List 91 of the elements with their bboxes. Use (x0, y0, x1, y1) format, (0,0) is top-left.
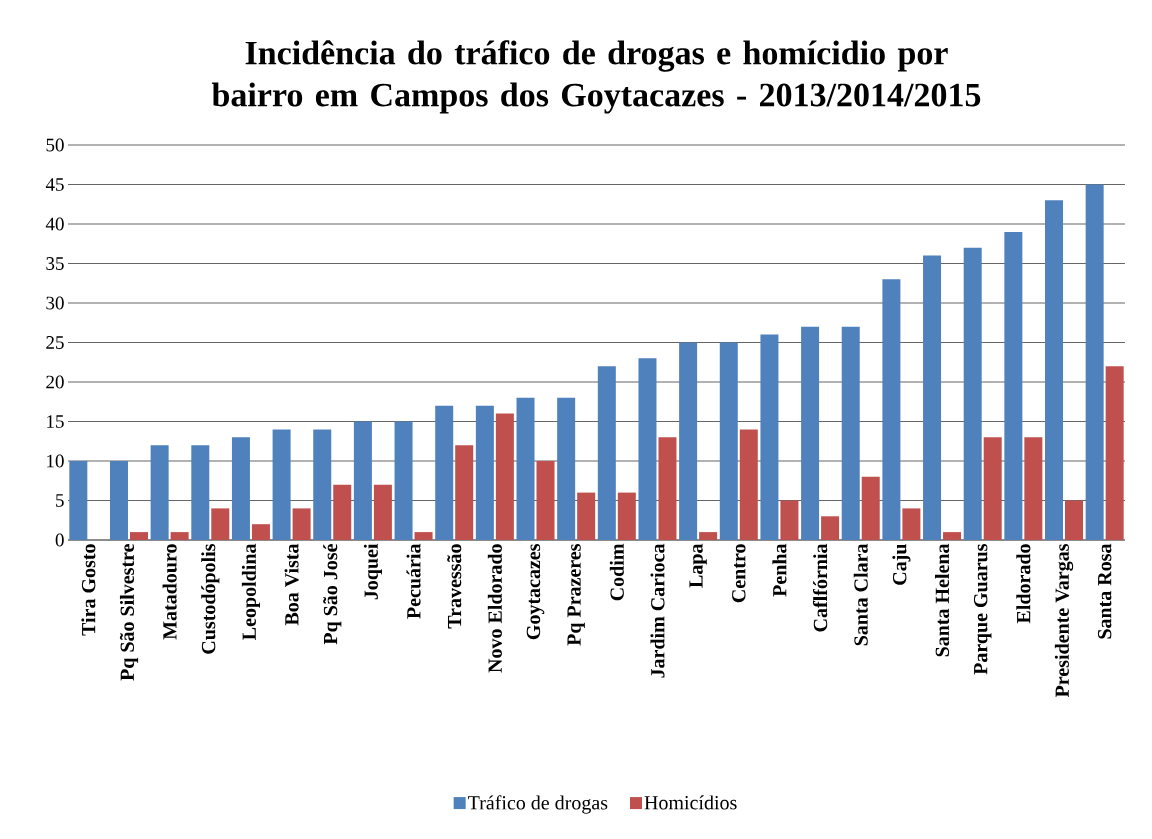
x-tick-label: Presidente Vargas (1054, 543, 1074, 698)
bar (983, 437, 1002, 540)
x-tick-label: Codim (609, 543, 624, 601)
bar (577, 492, 596, 540)
bar (191, 445, 210, 540)
bar (150, 445, 169, 540)
bar (353, 421, 372, 540)
bar (272, 429, 291, 540)
bar (129, 532, 148, 540)
bar (1105, 366, 1124, 540)
x-tick-label: Pq São José (323, 544, 342, 645)
y-tick-label: 45 (45, 178, 64, 191)
bar (902, 508, 921, 540)
bar (455, 445, 474, 540)
bar (617, 492, 636, 540)
x-tick-label: Novo Eldorado (487, 544, 502, 673)
x-tick-label: Penha (772, 543, 787, 597)
chart-title: Incidência do tráfico de drogas e homícidio por bairro em Campos dos Goytacazes - 2013/2014/2015 (211, 40, 981, 114)
x-tick-label: Lapa (689, 543, 707, 588)
bar (679, 342, 698, 540)
bar (292, 508, 311, 540)
x-tick-label: Pecuária (406, 543, 421, 619)
y-tick-label: 0 (55, 533, 64, 547)
bar (251, 524, 270, 540)
bar (231, 437, 250, 540)
x-tick-label: Tira Gosto (81, 544, 96, 636)
x-tick-label: Santa Clara (853, 543, 868, 646)
bar (821, 516, 840, 540)
bar (414, 532, 433, 540)
bar (109, 461, 128, 540)
x-tick-label: Caflfórnia (812, 543, 828, 632)
x-tick-label: Travessão (447, 544, 462, 629)
x-tick-label: Matadouro (162, 544, 177, 640)
bar (333, 484, 352, 540)
x-tick-label: Santa Helena (935, 543, 950, 657)
bar (557, 397, 576, 540)
y-tick-label: 5 (56, 494, 64, 507)
bar (1045, 200, 1063, 540)
y-tick-label: 30 (46, 296, 64, 310)
x-tick-label: Leopoldina (241, 543, 261, 640)
x-tick-label: Pq São Silvestre (119, 544, 139, 681)
y-tick-label: 35 (46, 257, 64, 270)
bar (536, 461, 555, 540)
bar (1085, 184, 1104, 540)
bar (435, 405, 454, 540)
x-tick-label: Boa Vista (284, 543, 299, 626)
bar (801, 326, 820, 540)
bar (516, 397, 535, 540)
y-tick-label: 20 (46, 375, 64, 389)
legend-label: Tráfico de drogas (468, 795, 608, 814)
bar (739, 429, 758, 540)
bar (495, 413, 514, 540)
bar (699, 532, 718, 540)
x-tick-label: Jardim Carioca (650, 543, 665, 678)
x-tick-label: Parque Guarus (973, 544, 992, 675)
y-tick-label: 25 (46, 336, 64, 349)
x-tick-label: Pq Prazeres (567, 543, 585, 646)
bar (373, 484, 392, 540)
y-tick-label: 50 (46, 138, 64, 152)
bar (882, 279, 901, 540)
bar (597, 366, 616, 540)
bar (760, 334, 779, 540)
bar (923, 255, 942, 540)
x-tick-label: Caju (892, 544, 911, 585)
bar (394, 421, 413, 540)
bar (719, 342, 738, 540)
bar (211, 508, 230, 540)
bar (170, 532, 189, 540)
x-tick-label: Centro (732, 544, 746, 603)
bar (313, 429, 332, 540)
bar (1024, 437, 1043, 540)
x-tick-label: Joquei (363, 543, 382, 600)
x-tick-label: Goytacazes (526, 544, 545, 640)
x-tick-label: Santa Rosa (1097, 543, 1112, 639)
bar (1004, 231, 1023, 540)
y-tick-label: 10 (47, 454, 64, 468)
bar (963, 247, 982, 540)
bar (780, 500, 799, 540)
x-tick-label: Custodópolis (201, 544, 220, 654)
bar (841, 326, 860, 540)
bar (658, 437, 677, 540)
bar (638, 358, 657, 540)
y-tick-label: 40 (45, 217, 64, 231)
bar (475, 405, 494, 540)
legend-label: Homicídios (644, 795, 737, 810)
bar (69, 461, 88, 540)
y-tick-label: 15 (47, 415, 64, 428)
bar (1065, 500, 1083, 540)
bar (943, 532, 962, 540)
bar (861, 476, 880, 540)
x-tick-label: Eldorado (1016, 544, 1031, 624)
